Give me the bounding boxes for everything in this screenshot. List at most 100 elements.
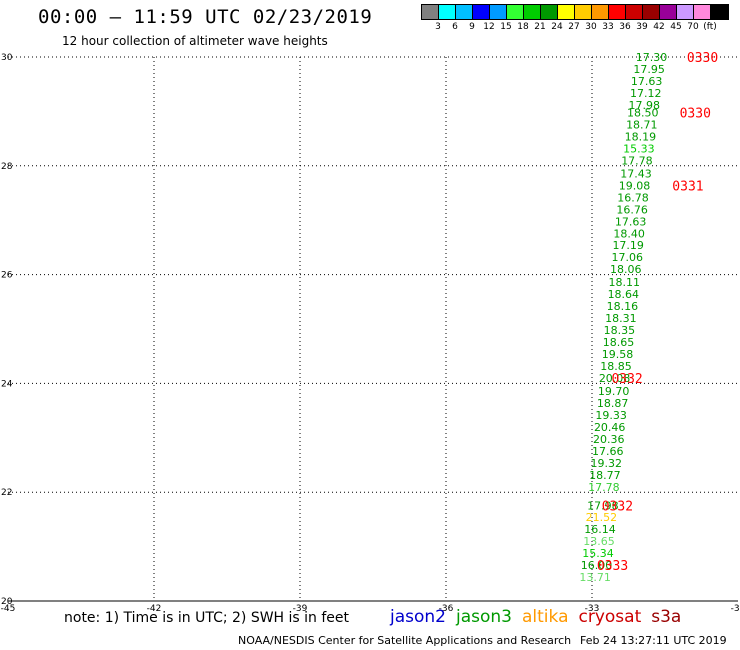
wave-height-label: 17.66 [592, 445, 624, 458]
wave-height-label: 13.71 [579, 571, 611, 584]
legend-swatch [473, 5, 490, 19]
wave-height-label: 15.34 [582, 547, 614, 560]
x-tick-label: -45 [1, 604, 16, 614]
legend-swatch [592, 5, 609, 19]
wave-height-label: 16.76 [616, 203, 648, 216]
wave-height-label: 17.98 [629, 99, 661, 112]
wave-height-label: 17.78 [621, 154, 653, 167]
color-scale-legend: 3 6 9 12 15 18 21 24 27 30 33 36 39 42 45 70 (ft) [421, 4, 729, 32]
legend-swatch [660, 5, 677, 19]
footer-note: note: 1) Time is in UTC; 2) SWH is in fe… [64, 610, 350, 626]
wave-height-label: 18.16 [607, 300, 639, 313]
legend-swatch [524, 5, 541, 19]
satellite-jason3: jason3 [456, 607, 512, 627]
timestamp: Feb 24 13:27:11 UTC 2019 [580, 634, 727, 647]
legend-tick-label: 30 [585, 22, 597, 32]
satellite-s3a: s3a [651, 607, 682, 627]
time-annotation: 0330 [687, 51, 718, 66]
wave-height-label: 18.11 [609, 276, 641, 289]
wave-height-label: 18.50 [627, 106, 659, 119]
y-tick-label: 24 [1, 379, 13, 389]
legend-swatch [541, 5, 558, 19]
page-title: 00:00 – 11:59 UTC 02/23/2019 [38, 6, 373, 28]
legend-tick-label: 70 [687, 22, 699, 32]
y-tick-label: 26 [1, 271, 13, 281]
wave-height-label: 18.40 [613, 227, 645, 240]
wave-height-label: 20.46 [594, 421, 626, 434]
wave-height-label: 17.43 [620, 167, 652, 180]
y-tick-label: 20 [1, 597, 13, 607]
wave-height-label: 17.12 [630, 87, 662, 100]
satellite-jason2: jason2 [390, 607, 446, 627]
color-swatches [421, 4, 729, 20]
wave-height-label: 19.58 [602, 348, 634, 361]
x-tick-label: -42 [147, 604, 162, 614]
wave-height-label: 19.70 [598, 385, 630, 398]
wave-height-label: 18.31 [605, 312, 637, 325]
x-tick-label: -30 [731, 604, 740, 614]
legend-swatch [609, 5, 626, 19]
wave-height-label: 20.36 [593, 433, 625, 446]
wave-height-label: 18.06 [610, 263, 642, 276]
wave-height-label: 18.64 [608, 288, 640, 301]
legend-swatch [711, 5, 728, 19]
legend-swatch [456, 5, 473, 19]
legend-swatch [490, 5, 507, 19]
page-subtitle: 12 hour collection of altimeter wave hei… [62, 34, 328, 48]
credit-line: NOAA/NESDIS Center for Satellite Applica… [238, 634, 572, 647]
legend-tick-label: 33 [602, 22, 614, 32]
wave-height-label: 17.30 [636, 51, 668, 64]
satellite-altika: altika [522, 607, 569, 627]
legend-swatch [558, 5, 575, 19]
color-scale-labels: 3 6 9 12 15 18 21 24 27 30 33 36 39 42 45 70 (ft) [421, 20, 729, 32]
wave-height-label: 18.65 [603, 336, 635, 349]
legend-tick-label: 9 [469, 22, 475, 32]
legend-swatch [575, 5, 592, 19]
data-points: 17.3017.9517.6317.1217.9818.5018.7118.19… [579, 51, 667, 584]
wave-height-label: 16.00 [581, 559, 613, 572]
wave-height-label: 18.85 [600, 360, 632, 373]
wave-height-label: 18.19 [625, 130, 657, 143]
wave-height-label: 18.71 [626, 118, 658, 131]
legend-swatch [439, 5, 456, 19]
x-tick-label: -36 [439, 604, 454, 614]
wave-height-label: 17.98 [587, 499, 619, 512]
legend-tick-label: 42 [653, 22, 665, 32]
legend-swatch [507, 5, 524, 19]
time-annotation: 0333 [597, 559, 628, 574]
x-tick-label: -33 [585, 604, 600, 614]
x-tick-label: -39 [293, 604, 308, 614]
legend-tick-label: (ft) [703, 22, 717, 32]
chart-grid [8, 56, 738, 601]
satellite-legend: jason2 jason3 altika cryosat s3a [390, 607, 691, 627]
wave-height-label: 17.78 [588, 481, 620, 494]
wave-height-label: 18.35 [604, 324, 636, 337]
wave-height-label: 17.06 [611, 251, 643, 264]
y-tick-label: 28 [1, 162, 13, 172]
wave-height-label: 19.32 [591, 457, 623, 470]
y-tick-label: 22 [1, 488, 12, 498]
wave-height-label: 21.52 [586, 511, 618, 524]
satellite-cryosat: cryosat [578, 607, 642, 627]
wave-height-label: 15.33 [623, 142, 655, 155]
wave-height-label: 18.77 [589, 469, 621, 482]
time-annotation: 0332 [602, 499, 633, 514]
time-annotation: 0331 [672, 179, 703, 194]
wave-height-label: 16.14 [584, 523, 616, 536]
time-annotation: 0332 [611, 372, 642, 387]
legend-tick-label: 21 [534, 22, 546, 32]
legend-tick-label: 39 [636, 22, 648, 32]
legend-swatch [694, 5, 711, 19]
legend-swatch [677, 5, 694, 19]
wave-height-label: 17.19 [612, 239, 644, 252]
legend-swatch [626, 5, 643, 19]
legend-tick-label: 15 [500, 22, 512, 32]
legend-tick-label: 24 [551, 22, 563, 32]
legend-swatch [643, 5, 660, 19]
wave-height-label: 17.63 [615, 215, 647, 228]
legend-tick-label: 3 [435, 22, 441, 32]
legend-tick-label: 12 [483, 22, 495, 32]
wave-height-label: 16.78 [617, 191, 649, 204]
legend-swatch [422, 5, 439, 19]
